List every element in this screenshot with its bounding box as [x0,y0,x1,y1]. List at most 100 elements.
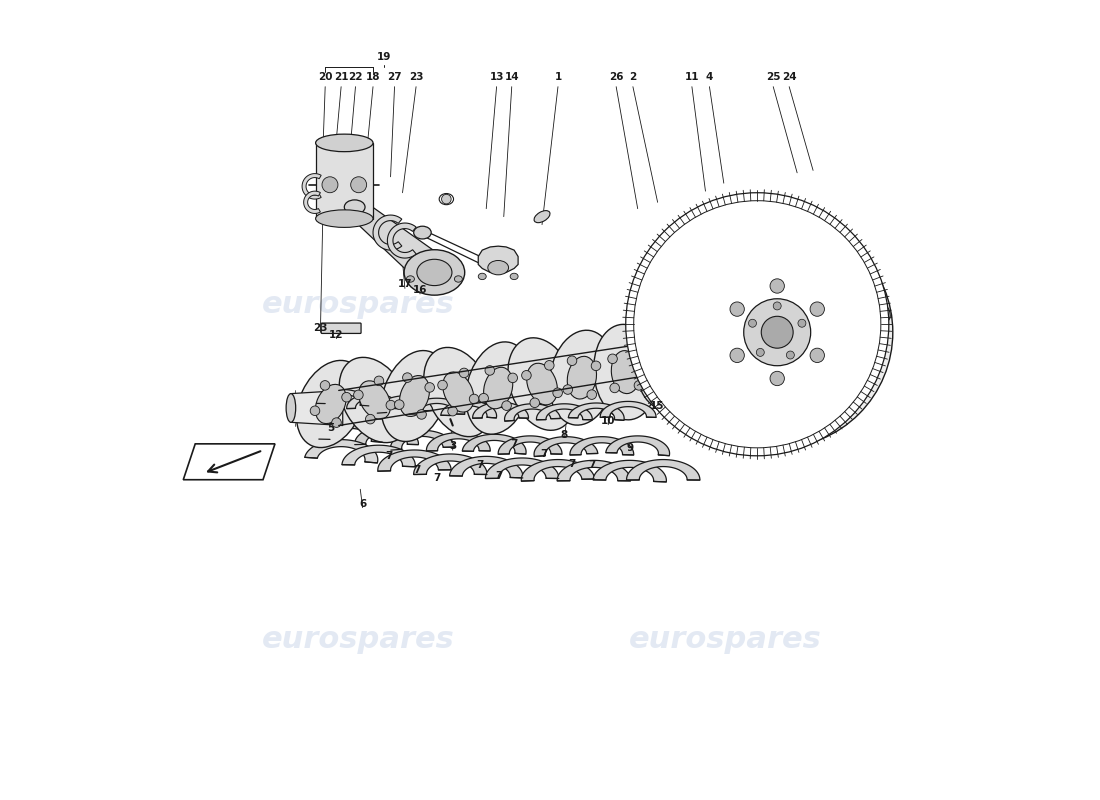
Ellipse shape [549,330,615,425]
Text: 7: 7 [541,450,548,459]
Circle shape [672,346,682,355]
Circle shape [320,381,330,390]
Circle shape [460,368,469,378]
Polygon shape [348,199,446,286]
Text: 26: 26 [609,72,624,82]
Circle shape [649,346,659,355]
Circle shape [591,361,601,370]
Polygon shape [478,246,518,274]
Text: 9: 9 [626,443,634,453]
Polygon shape [601,402,656,418]
Ellipse shape [316,134,373,152]
Ellipse shape [297,361,365,447]
Circle shape [502,401,512,410]
Circle shape [608,354,617,363]
Circle shape [761,316,793,348]
Text: 5: 5 [327,423,334,433]
Polygon shape [521,459,595,481]
Polygon shape [414,454,487,474]
Text: eurospares: eurospares [629,290,822,319]
Circle shape [810,348,824,362]
Ellipse shape [612,350,640,394]
Text: 8: 8 [561,430,568,440]
Text: 21: 21 [334,72,349,82]
Ellipse shape [478,274,486,280]
Ellipse shape [417,259,452,286]
Text: 24: 24 [782,72,796,82]
Polygon shape [450,456,522,478]
Circle shape [470,394,478,404]
Ellipse shape [648,386,662,398]
Polygon shape [473,402,528,418]
Polygon shape [319,422,383,442]
Circle shape [626,193,889,456]
Polygon shape [569,403,624,420]
Circle shape [649,374,659,383]
Circle shape [810,302,824,316]
Text: 7: 7 [414,465,420,475]
Ellipse shape [594,324,658,420]
Ellipse shape [484,367,513,409]
Polygon shape [184,444,275,480]
Ellipse shape [424,347,493,437]
Circle shape [661,217,893,448]
Circle shape [521,370,531,380]
Ellipse shape [443,372,474,412]
Ellipse shape [527,363,558,405]
Ellipse shape [344,200,365,214]
Ellipse shape [339,358,410,442]
Text: 7: 7 [495,470,503,481]
Polygon shape [305,440,377,463]
Circle shape [310,406,320,415]
Circle shape [448,406,458,416]
Text: 18: 18 [366,72,381,82]
Ellipse shape [879,304,890,321]
Circle shape [365,414,375,424]
Polygon shape [316,143,373,218]
Text: 13: 13 [490,72,504,82]
Circle shape [730,302,745,316]
Text: 25: 25 [766,72,781,82]
Polygon shape [593,460,667,482]
Polygon shape [558,460,630,481]
Circle shape [351,177,366,193]
Circle shape [417,410,427,419]
Polygon shape [498,436,562,454]
Circle shape [786,351,794,359]
Text: 20: 20 [318,72,332,82]
Circle shape [332,418,341,427]
Circle shape [485,366,495,375]
Ellipse shape [508,338,576,430]
Ellipse shape [510,274,518,280]
Polygon shape [485,458,559,478]
Text: 22: 22 [349,72,363,82]
Circle shape [322,177,338,193]
Polygon shape [377,450,451,471]
Circle shape [634,381,643,390]
Polygon shape [387,223,416,258]
Circle shape [353,390,363,400]
Polygon shape [290,390,343,426]
Circle shape [403,373,412,382]
Text: 6: 6 [359,498,366,509]
Circle shape [719,275,835,390]
Ellipse shape [404,250,464,295]
Circle shape [770,371,784,386]
Text: 7: 7 [433,473,440,483]
Polygon shape [373,215,402,250]
Text: 11: 11 [684,72,700,82]
Circle shape [342,393,351,402]
Ellipse shape [465,342,530,434]
Circle shape [770,279,784,293]
Text: 19: 19 [377,52,392,62]
Polygon shape [390,430,454,450]
Ellipse shape [316,384,346,423]
Text: 3: 3 [449,442,456,451]
Polygon shape [537,404,592,420]
Ellipse shape [487,261,508,275]
Polygon shape [317,390,368,406]
Circle shape [478,394,488,403]
Circle shape [395,400,404,410]
Circle shape [438,380,448,390]
Circle shape [508,373,517,382]
